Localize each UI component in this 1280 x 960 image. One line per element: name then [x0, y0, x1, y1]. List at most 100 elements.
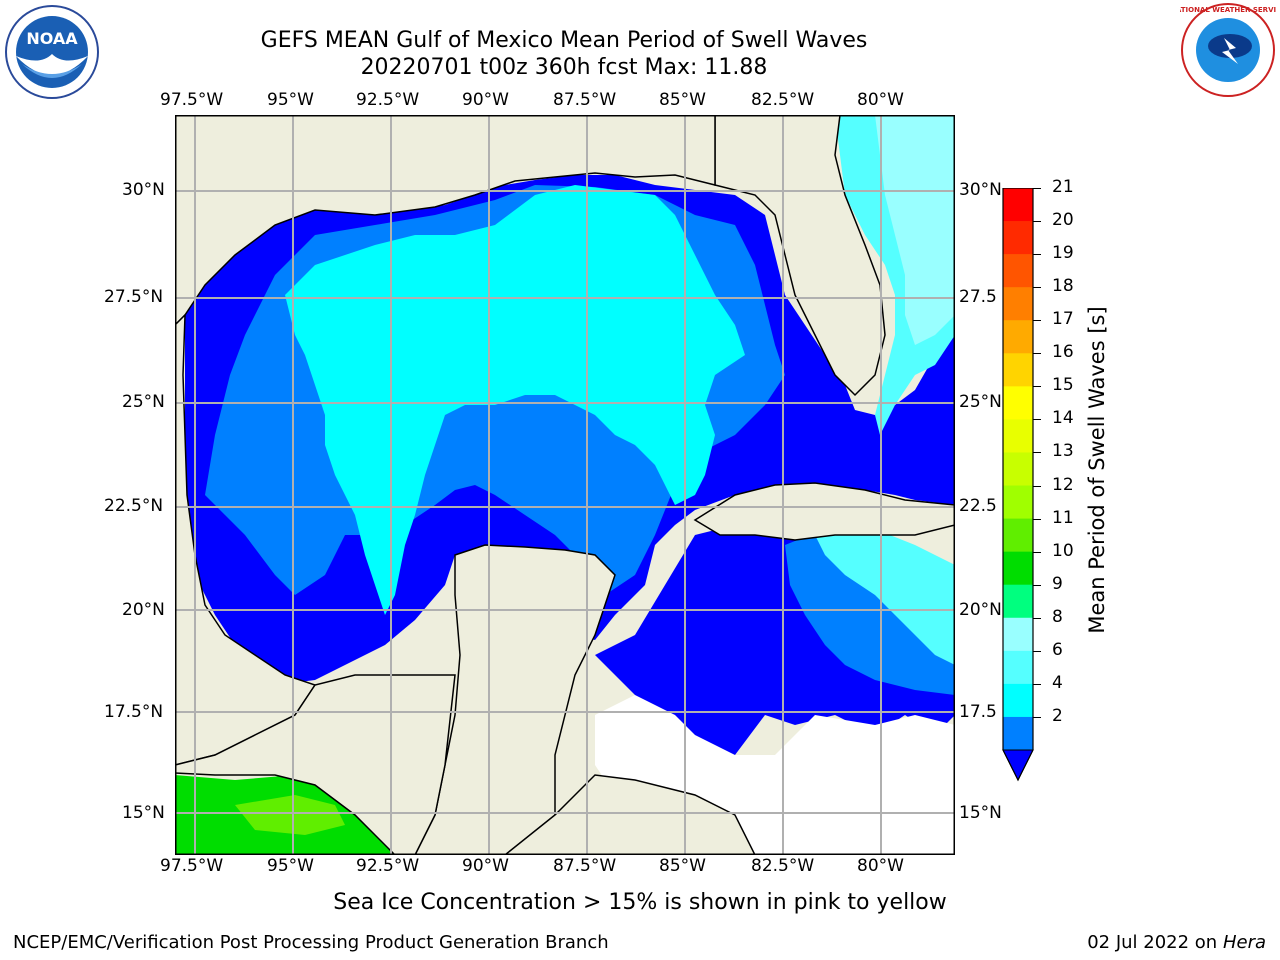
lat-tick-right-1: 30°N [959, 180, 1002, 200]
lon-tick-top-8: 80°W [857, 90, 904, 110]
lat-tick-left-3: 25°N [122, 392, 165, 412]
colorbar-segment [1003, 320, 1033, 354]
lon-tick-top-6: 85°W [659, 90, 706, 110]
colorbar-tick-mark [1033, 617, 1041, 619]
noaa-text: NOAA [26, 29, 78, 48]
colorbar-tick-mark [1033, 518, 1041, 520]
colorbar-tick-mark [1033, 320, 1041, 322]
colorbar-segment [1003, 452, 1033, 487]
sea-ice-note: Sea Ice Concentration > 15% is shown in … [333, 890, 947, 915]
colorbar-tick-label: 16 [1052, 342, 1074, 363]
colorbar-tick-label: 21 [1052, 177, 1074, 197]
colorbar-svg [1002, 187, 1034, 782]
footer-left: NCEP/EMC/Verification Post Processing Pr… [13, 932, 609, 953]
lat-tick-left-1: 30°N [122, 180, 165, 200]
lon-tick-bottom-5: 87.5°W [553, 856, 617, 876]
colorbar-tick-label: 6 [1052, 639, 1063, 660]
footer-host: Hera [1222, 932, 1266, 953]
colorbar-tick-label: 11 [1052, 507, 1074, 528]
map-frame [175, 115, 955, 855]
graticule [175, 115, 955, 855]
colorbar-tick-label: 19 [1052, 243, 1074, 264]
colorbar-tick-label: 18 [1052, 276, 1074, 297]
colorbar-tick-mark [1033, 188, 1041, 189]
lat-tick-right-2: 27.5 [959, 287, 997, 307]
us-gulf-coast [174, 114, 716, 327]
lon-tick-bottom-6: 85°W [659, 856, 706, 876]
lon-tick-bottom-4: 90°W [462, 856, 509, 876]
colorbar-tick-mark [1033, 716, 1041, 718]
colorbar-tick-mark [1033, 485, 1041, 487]
lat-tick-left-2: 27.5°N [104, 287, 164, 307]
lon-tick-top-4: 90°W [462, 90, 509, 110]
nws-logo: NATIONAL WEATHER SERVICE [1170, 2, 1280, 98]
chart-title: GEFS MEAN Gulf of Mexico Mean Period of … [260, 28, 868, 53]
colorbar-tick-mark [1033, 353, 1041, 355]
colorbar-tick-mark [1033, 386, 1041, 388]
colorbar-extend-triangle [1002, 749, 1034, 782]
colorbar-tick-label: 2 [1052, 705, 1063, 726]
central-america [174, 674, 456, 856]
lon-tick-top-5: 87.5°W [553, 90, 617, 110]
colorbar-tick-mark [1033, 584, 1041, 586]
lon-tick-bottom-1: 97.5°W [160, 856, 224, 876]
colorbar-segment [1003, 551, 1033, 586]
colorbar-segment [1003, 518, 1033, 553]
colorbar-tick-label: 9 [1052, 573, 1063, 594]
footer-right: 02 Jul 2022 on Hera [1087, 932, 1266, 953]
florida [714, 114, 886, 397]
colorbar-tick-label: 13 [1052, 441, 1074, 462]
colorbar-tick-label: 10 [1052, 540, 1074, 561]
colorbar-segment [1003, 221, 1033, 255]
lon-tick-bottom-7: 82.5°W [751, 856, 815, 876]
colorbar-tick-mark [1033, 419, 1041, 421]
colorbar-tick-mark [1033, 287, 1041, 289]
lat-tick-right-7: 15°N [959, 803, 1002, 823]
pacific-green-light [235, 795, 345, 835]
colorbar-segment [1003, 650, 1033, 685]
colorbar-tick-mark [1033, 650, 1041, 652]
colorbar-frame [1002, 187, 1034, 782]
lon-tick-bottom-3: 92.5°W [356, 856, 420, 876]
colorbar-tick-label: 20 [1052, 210, 1074, 231]
lon-tick-bottom-2: 95°W [267, 856, 314, 876]
colorbar-segment [1003, 419, 1033, 453]
colorbar-segment [1003, 584, 1033, 619]
map-panel [174, 114, 956, 856]
colorbar-label: Mean Period of Swell Waves [s] [1085, 306, 1109, 634]
colorbar-tick-label: 14 [1052, 408, 1074, 429]
colorbar-segment [1003, 254, 1033, 288]
lat-tick-right-4: 22.5 [959, 496, 997, 516]
colorbar-tick-label: 8 [1052, 606, 1063, 627]
footer-date: 02 Jul 2022 on [1087, 932, 1223, 953]
lat-tick-left-5: 20°N [122, 600, 165, 620]
colorbar-segment [1003, 287, 1033, 321]
colorbar-segment [1003, 188, 1033, 222]
caribbean-pale [815, 525, 955, 665]
colorbar-tick-label: 12 [1052, 474, 1074, 495]
atlantic-paler [875, 115, 955, 345]
lon-tick-bottom-8: 80°W [857, 856, 904, 876]
colorbar-segment [1003, 485, 1033, 520]
colorbar-tick-mark [1033, 221, 1041, 223]
colorbar-segment [1003, 683, 1033, 718]
nws-text: NATIONAL WEATHER SERVICE [1180, 6, 1276, 14]
chart-subtitle: 20220701 t00z 360h fcst Max: 11.88 [360, 55, 768, 80]
map-svg [174, 114, 956, 856]
lat-tick-left-6: 17.5°N [104, 702, 164, 722]
lon-tick-top-1: 97.5°W [160, 90, 224, 110]
colorbar-segment [1003, 353, 1033, 387]
lon-tick-top-2: 95°W [267, 90, 314, 110]
lat-tick-right-6: 17.5 [959, 702, 997, 722]
lat-tick-left-7: 15°N [122, 803, 165, 823]
lat-tick-left-4: 22.5°N [104, 496, 164, 516]
colorbar-tick-mark [1033, 254, 1041, 256]
colorbar-segment [1003, 716, 1033, 751]
colorbar-tick-mark [1033, 452, 1041, 454]
noaa-logo: NOAA [4, 4, 100, 100]
lon-tick-top-7: 82.5°W [751, 90, 815, 110]
lat-tick-right-3: 25°N [959, 392, 1002, 412]
lon-tick-top-3: 92.5°W [356, 90, 420, 110]
colorbar-tick-label: 17 [1052, 309, 1074, 330]
colorbar-tick-label: 4 [1052, 672, 1063, 693]
